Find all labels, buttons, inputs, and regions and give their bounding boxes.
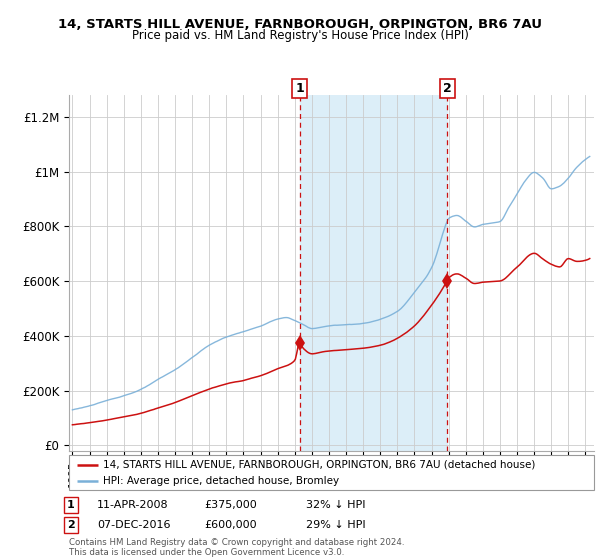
- Text: 1: 1: [67, 500, 74, 510]
- Text: 1: 1: [295, 82, 304, 95]
- Text: £375,000: £375,000: [204, 500, 257, 510]
- Text: £600,000: £600,000: [204, 520, 257, 530]
- Bar: [299, 95, 447, 451]
- Text: 14, STARTS HILL AVENUE, FARNBOROUGH, ORPINGTON, BR6 7AU (detached house): 14, STARTS HILL AVENUE, FARNBOROUGH, ORP…: [103, 460, 536, 470]
- Text: 2: 2: [67, 520, 74, 530]
- Text: 11-APR-2008: 11-APR-2008: [97, 500, 169, 510]
- Text: 32% ↓ HPI: 32% ↓ HPI: [306, 500, 365, 510]
- Text: Contains HM Land Registry data © Crown copyright and database right 2024.
This d: Contains HM Land Registry data © Crown c…: [69, 538, 404, 557]
- Text: Price paid vs. HM Land Registry's House Price Index (HPI): Price paid vs. HM Land Registry's House …: [131, 29, 469, 42]
- Text: 29% ↓ HPI: 29% ↓ HPI: [306, 520, 365, 530]
- Text: 07-DEC-2016: 07-DEC-2016: [97, 520, 170, 530]
- Text: HPI: Average price, detached house, Bromley: HPI: Average price, detached house, Brom…: [103, 475, 339, 486]
- Text: 2: 2: [443, 82, 452, 95]
- Text: 14, STARTS HILL AVENUE, FARNBOROUGH, ORPINGTON, BR6 7AU: 14, STARTS HILL AVENUE, FARNBOROUGH, ORP…: [58, 18, 542, 31]
